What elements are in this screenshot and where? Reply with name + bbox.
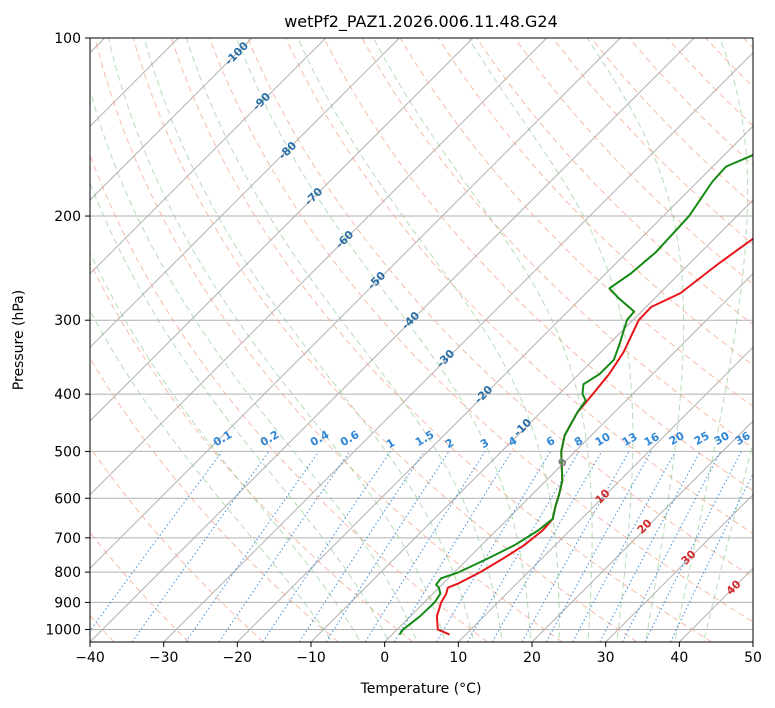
isotherm-line [605, 493, 753, 642]
x-tick-label: 50 [744, 650, 762, 666]
y-tick-label: 500 [54, 444, 81, 460]
x-tick-label: 10 [449, 650, 467, 666]
dry-adiabat-line [90, 261, 414, 642]
dry-adiabat-line [590, 38, 753, 206]
chart-title: wetPf2_PAZ1.2026.006.11.48.G24 [284, 12, 558, 32]
y-tick-label: 300 [54, 313, 81, 329]
dry-adiabat-lines [90, 38, 753, 642]
moist-adiabat-line [107, 38, 447, 642]
x-tick-label: −20 [223, 650, 253, 666]
dry-adiabat-line [476, 38, 753, 326]
isotherm-line [457, 346, 753, 642]
dry-adiabat-line [170, 38, 712, 642]
mixing-ratio-line [435, 451, 552, 642]
dry-adiabat-line [514, 38, 753, 285]
mixing-ratio-line [325, 451, 450, 642]
moist-adiabat-line [674, 38, 749, 642]
isotherm-line [384, 272, 753, 642]
moist-adiabat-line [90, 251, 362, 642]
dry-adiabat-line [247, 38, 753, 578]
moist-adiabat-line [185, 38, 503, 642]
x-tick-label: 30 [597, 650, 615, 666]
dry-adiabat-line [90, 446, 264, 642]
mixing-ratio-line [670, 472, 753, 642]
moist-adiabat-line [703, 440, 753, 642]
plot-frame [89, 37, 754, 643]
dry-adiabat-line [399, 38, 753, 408]
mixing-ratio-line [393, 451, 513, 642]
mixing-ratio-lines [90, 451, 753, 642]
x-tick-label: −10 [296, 650, 326, 666]
isotherm-line [163, 51, 753, 642]
moist-adiabat-line [143, 38, 475, 642]
mixing-ratio-line [90, 451, 223, 632]
x-tick-label: 0 [380, 650, 389, 666]
isotherm-line [90, 38, 474, 422]
y-tick-label: 900 [54, 595, 81, 611]
mixing-ratio-line [467, 451, 580, 642]
isotherm-line [90, 38, 400, 349]
y-axis-ticks: 1000 900 800 700 600 500 400 300 200 100 [45, 31, 90, 638]
isotherm-line [90, 38, 621, 570]
isotherm-line [90, 38, 548, 496]
x-tick-label: 20 [523, 650, 541, 666]
moist-adiabat-lines [90, 38, 753, 642]
x-tick-label: −30 [149, 650, 179, 666]
moist-adiabat-line [236, 38, 532, 642]
x-tick-label: 40 [670, 650, 688, 666]
isotherm-line [236, 125, 753, 642]
dry-adiabat-line [628, 38, 753, 166]
dry-adiabat-line [132, 38, 638, 642]
moist-adiabat-line [297, 38, 560, 642]
dry-adiabat-line [361, 38, 753, 449]
y-tick-label: 800 [54, 565, 81, 581]
y-axis-label: Pressure (hPa) [11, 290, 27, 390]
sounding-profiles [398, 153, 753, 636]
moist-adiabat-line [90, 309, 333, 642]
dry-adiabat-line [94, 38, 563, 642]
mixing-ratio-line [521, 451, 630, 642]
isotherm-line [90, 38, 253, 201]
x-tick-label: −40 [75, 650, 105, 666]
isotherm-line [90, 38, 327, 275]
moist-adiabat-line [373, 38, 593, 642]
x-axis-ticks: −40 −30 −20 −10 0 10 20 30 40 50 [75, 642, 762, 666]
moist-adiabat-line [90, 181, 390, 642]
isotherm-line [90, 38, 695, 642]
y-tick-label: 100 [54, 31, 81, 47]
x-axis-label: Temperature (°C) [360, 681, 482, 697]
mixing-ratio-line [131, 451, 270, 642]
moist-adiabat-line [90, 88, 418, 642]
dry-adiabat-line [323, 38, 753, 492]
y-tick-label: 1000 [45, 622, 81, 638]
y-tick-label: 200 [54, 209, 81, 225]
sounding-line [398, 153, 753, 636]
isotherm-lines [90, 38, 753, 642]
pressure-gridlines [90, 38, 753, 630]
mixing-ratio-line [364, 451, 486, 642]
isotherm-line [531, 420, 753, 642]
mixing-ratio-line [545, 451, 652, 642]
y-tick-label: 700 [54, 531, 81, 547]
y-tick-label: 600 [54, 491, 81, 507]
mixing-ratio-line [491, 451, 603, 642]
dry-adiabat-line [209, 38, 753, 623]
mixing-ratio-line [218, 451, 351, 642]
mixing-ratio-line [572, 451, 677, 642]
y-tick-label: 400 [54, 387, 81, 403]
moist-adiabat-line [586, 38, 685, 642]
